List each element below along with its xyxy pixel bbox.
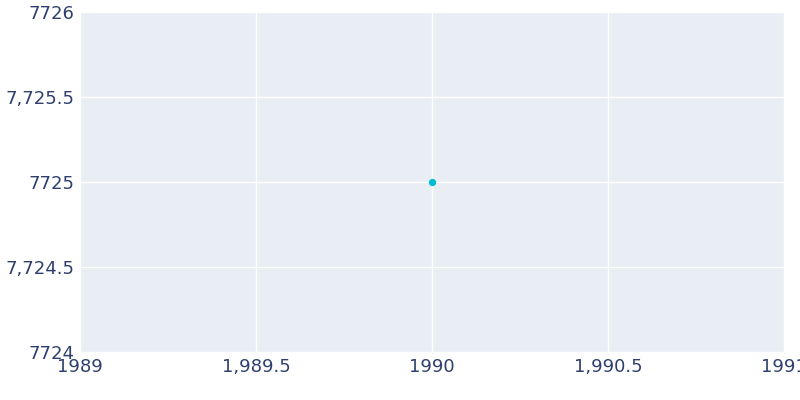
Point [426, 179, 438, 185]
